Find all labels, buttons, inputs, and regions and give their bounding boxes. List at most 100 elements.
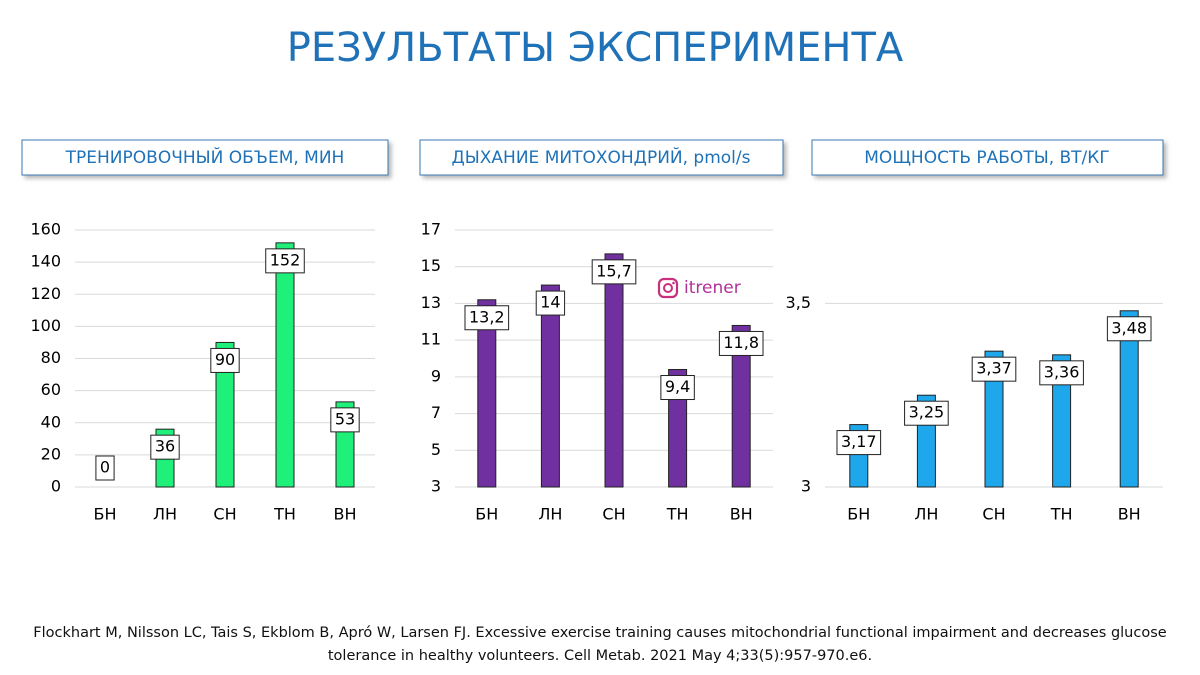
watermark: itrener [684,278,741,298]
value-label: 53 [330,407,360,433]
value-label: 11,8 [718,330,764,356]
value-label: 9,4 [665,377,690,396]
y-tick-label: 9 [431,366,441,385]
value-label-box [95,455,115,481]
value-label: 9,4 [660,375,695,401]
value-label: 3,17 [836,430,882,456]
chart-title: ДЫХАНИЕ МИТОХОНДРИЙ, pmol/s [452,146,751,168]
bar [604,253,624,488]
bar [1052,354,1072,488]
value-label-box [1039,360,1084,386]
x-tick-label: ВН [1118,505,1141,524]
bar [984,350,1004,488]
value-label: 14 [535,290,566,316]
value-label-box [150,434,180,460]
value-label: 0 [100,458,110,477]
value-label: 3,25 [909,403,945,422]
chart-title: МОЩНОСТЬ РАБОТЫ, ВТ/КГ [864,148,1109,168]
value-label: 11,8 [723,333,759,352]
x-tick-label: БН [847,505,870,524]
value-label: 3,37 [976,359,1012,378]
bar [215,341,235,488]
bar [275,242,295,488]
value-label: 36 [150,434,180,460]
value-label: 53 [335,409,355,428]
y-tick-label: 7 [431,403,441,422]
citation: Flockhart M, Nilsson LC, Tais S, Ekblom … [33,625,1167,664]
y-tick-label: 13 [421,293,441,312]
y-tick-label: 3,5 [786,293,811,312]
y-tick-label: 120 [30,284,61,303]
value-label-box [971,356,1017,382]
value-label: 3,48 [1111,318,1147,337]
x-tick-label: СН [213,505,236,524]
value-label: 3,37 [971,356,1017,382]
value-label-box [836,430,882,456]
value-label-box [1106,316,1152,342]
value-label: 15,7 [591,259,637,285]
value-label: 15,7 [596,261,632,280]
chart-title-box [21,139,389,176]
x-tick-label: ЛН [538,505,562,524]
bar [477,299,497,488]
x-tick-label: БН [475,505,498,524]
value-label: 36 [155,437,175,456]
y-tick-label: 15 [421,256,441,275]
value-label: 13,2 [464,305,510,331]
x-tick-label: ЛН [153,505,177,524]
value-label-box [718,330,764,356]
value-label: 14 [540,293,560,312]
value-label-box [591,259,637,285]
value-label-box [330,407,360,433]
y-tick-label: 5 [431,440,441,459]
value-label-box [535,290,566,316]
y-tick-label: 140 [30,252,61,271]
x-tick-label: БН [93,505,116,524]
bar [731,324,751,488]
x-tick-label: ТН [666,505,689,524]
instagram-icon [657,277,679,299]
chart-title-box [419,139,784,176]
value-label-box [265,248,305,274]
y-tick-label: 80 [41,348,61,367]
y-tick-label: 60 [41,380,61,399]
y-tick-label: 160 [30,220,61,239]
x-tick-label: СН [602,505,625,524]
x-tick-label: ТН [1050,505,1073,524]
x-tick-label: ВН [333,505,356,524]
y-tick-label: 3 [431,477,441,496]
value-label: 3,25 [904,400,949,426]
value-label: 3,36 [1039,360,1084,386]
y-tick-label: 100 [30,316,61,335]
value-label-box [904,400,949,426]
value-label: 152 [270,250,301,269]
x-tick-label: ТН [273,505,296,524]
value-label-box [464,305,510,331]
y-tick-label: 17 [421,220,441,239]
y-tick-label: 11 [421,330,441,349]
bar [1119,310,1139,488]
bar [540,284,560,488]
value-label: 3,17 [841,432,877,451]
value-label: 90 [210,347,240,373]
chart-title-box [811,139,1164,176]
x-tick-label: СН [982,505,1005,524]
chart-title: ТРЕНИРОВОЧНЫЙ ОБЪЕМ, МИН [65,146,345,168]
y-tick-label: 0 [51,477,61,496]
y-tick-label: 40 [41,412,61,431]
value-label: 152 [265,248,305,274]
x-tick-label: ВН [730,505,753,524]
slide-title: РЕЗУЛЬТАТЫ ЭКСПЕРИМЕНТА [287,25,904,71]
value-label: 3,36 [1044,362,1080,381]
value-label: 13,2 [469,307,505,326]
value-label: 3,48 [1106,316,1152,342]
x-tick-label: ЛН [914,505,938,524]
value-label: 0 [95,455,115,481]
y-tick-label: 20 [41,444,61,463]
y-tick-label: 3 [801,477,811,496]
value-label: 90 [215,350,235,369]
value-label-box [660,375,695,401]
value-label-box [210,347,240,373]
